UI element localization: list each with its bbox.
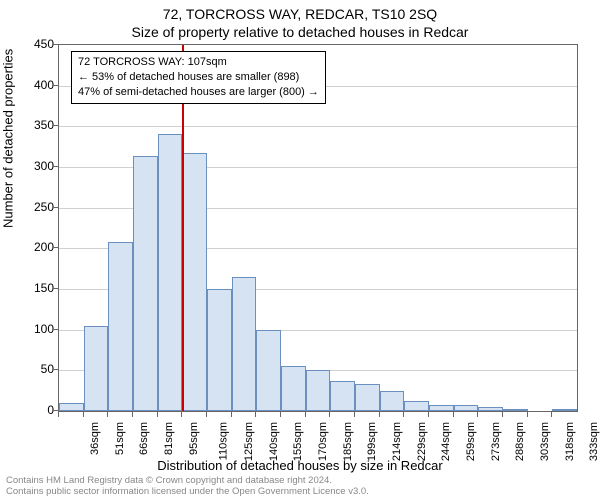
x-tick-mark xyxy=(231,412,232,417)
x-tick-label: 214sqm xyxy=(391,422,403,461)
x-tick-mark xyxy=(551,412,552,417)
x-tick-label: 185sqm xyxy=(342,422,354,461)
x-tick-mark xyxy=(403,412,404,417)
x-tick-label: 51sqm xyxy=(114,422,126,455)
x-tick-mark xyxy=(280,412,281,417)
x-tick-label: 244sqm xyxy=(440,422,452,461)
x-tick-mark xyxy=(157,412,158,417)
chart-title: 72, TORCROSS WAY, REDCAR, TS10 2SQ xyxy=(0,6,600,22)
x-tick-label: 259sqm xyxy=(465,422,477,461)
gridline xyxy=(59,126,577,127)
histogram-bar xyxy=(330,381,355,411)
x-tick-mark xyxy=(206,412,207,417)
histogram-bar xyxy=(552,409,577,411)
plot-area: 72 TORCROSS WAY: 107sqm ← 53% of detache… xyxy=(58,44,578,412)
histogram-bar xyxy=(84,326,109,411)
histogram-bar xyxy=(182,153,207,411)
y-tick-mark xyxy=(53,247,58,248)
x-tick-mark xyxy=(181,412,182,417)
histogram-bar xyxy=(59,403,84,411)
y-tick-mark xyxy=(53,207,58,208)
x-tick-mark xyxy=(527,412,528,417)
histogram-bar xyxy=(306,370,331,411)
x-tick-label: 333sqm xyxy=(588,422,600,461)
x-tick-label: 110sqm xyxy=(218,422,230,460)
histogram-bar xyxy=(454,405,479,412)
histogram-bar xyxy=(256,330,281,411)
chart-container: 72, TORCROSS WAY, REDCAR, TS10 2SQ Size … xyxy=(0,0,600,500)
y-tick-label: 250 xyxy=(14,200,54,214)
x-tick-label: 95sqm xyxy=(188,422,200,455)
footer-attribution: Contains HM Land Registry data © Crown c… xyxy=(6,476,594,498)
y-tick-label: 0 xyxy=(14,403,54,417)
histogram-bar xyxy=(355,384,380,411)
x-tick-label: 199sqm xyxy=(366,422,378,461)
x-tick-mark xyxy=(107,412,108,417)
x-tick-mark xyxy=(305,412,306,417)
footer-line-2: Contains public sector information licen… xyxy=(6,486,369,497)
y-tick-label: 350 xyxy=(14,118,54,132)
annotation-line-1: 72 TORCROSS WAY: 107sqm xyxy=(78,55,319,70)
y-tick-mark xyxy=(53,369,58,370)
x-tick-mark xyxy=(477,412,478,417)
histogram-bar xyxy=(281,366,306,411)
y-tick-mark xyxy=(53,410,58,411)
x-tick-mark xyxy=(255,412,256,417)
histogram-bar xyxy=(503,409,528,411)
y-tick-label: 150 xyxy=(14,281,54,295)
annotation-line-2: ← 53% of detached houses are smaller (89… xyxy=(78,70,319,85)
x-tick-mark xyxy=(132,412,133,417)
y-tick-label: 200 xyxy=(14,240,54,254)
x-tick-mark xyxy=(453,412,454,417)
x-tick-mark xyxy=(58,412,59,417)
y-tick-mark xyxy=(53,44,58,45)
x-tick-mark xyxy=(502,412,503,417)
histogram-bar xyxy=(478,407,503,411)
histogram-bar xyxy=(108,242,133,411)
chart-subtitle: Size of property relative to detached ho… xyxy=(0,24,600,40)
histogram-bar xyxy=(404,401,429,411)
x-tick-label: 125sqm xyxy=(243,422,255,461)
x-tick-label: 155sqm xyxy=(292,422,304,461)
x-tick-label: 288sqm xyxy=(514,422,526,461)
x-tick-mark xyxy=(329,412,330,417)
x-tick-mark xyxy=(354,412,355,417)
y-tick-mark xyxy=(53,329,58,330)
y-tick-label: 100 xyxy=(14,322,54,336)
x-tick-mark xyxy=(428,412,429,417)
y-tick-label: 400 xyxy=(14,78,54,92)
histogram-bar xyxy=(158,134,183,411)
x-tick-label: 140sqm xyxy=(268,422,280,461)
histogram-bar xyxy=(133,156,158,411)
annotation-box: 72 TORCROSS WAY: 107sqm ← 53% of detache… xyxy=(71,51,326,104)
footer-line-1: Contains HM Land Registry data © Crown c… xyxy=(6,475,332,486)
x-tick-label: 36sqm xyxy=(89,422,101,455)
histogram-bar xyxy=(207,289,232,411)
x-tick-mark xyxy=(379,412,380,417)
y-tick-mark xyxy=(53,125,58,126)
y-tick-label: 450 xyxy=(14,37,54,51)
x-tick-label: 303sqm xyxy=(539,422,551,461)
x-tick-label: 229sqm xyxy=(416,422,428,461)
y-tick-mark xyxy=(53,166,58,167)
histogram-bar xyxy=(232,277,257,411)
x-tick-label: 66sqm xyxy=(138,422,150,455)
x-tick-label: 273sqm xyxy=(490,422,502,461)
x-tick-mark xyxy=(83,412,84,417)
annotation-line-3: 47% of semi-detached houses are larger (… xyxy=(78,85,319,100)
x-tick-label: 170sqm xyxy=(317,422,329,461)
y-tick-label: 50 xyxy=(14,362,54,376)
y-tick-mark xyxy=(53,85,58,86)
y-tick-label: 300 xyxy=(14,159,54,173)
histogram-bar xyxy=(429,405,454,412)
histogram-bar xyxy=(380,391,405,411)
x-tick-label: 318sqm xyxy=(564,422,576,461)
y-tick-mark xyxy=(53,288,58,289)
x-tick-label: 81sqm xyxy=(163,422,175,455)
